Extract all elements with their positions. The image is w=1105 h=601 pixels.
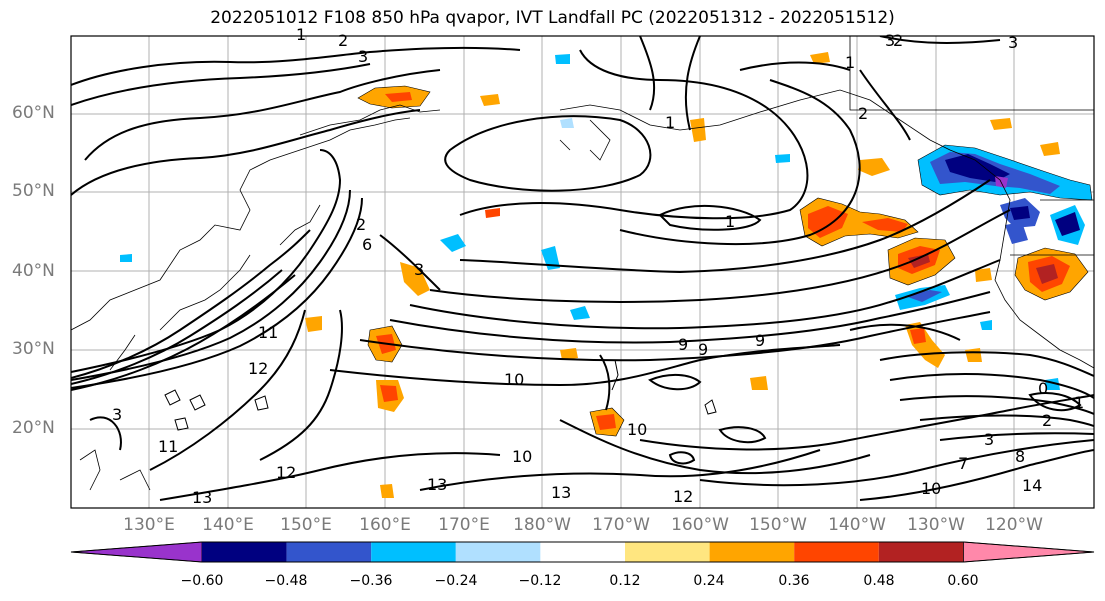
colorbar-bin xyxy=(540,542,625,562)
colorbar-tick: 0.48 xyxy=(863,573,895,589)
contour-label: 11 xyxy=(158,437,178,456)
contour-label: 3 xyxy=(1008,33,1018,52)
contour-label: 13 xyxy=(192,488,212,507)
contour-label: 12 xyxy=(248,359,268,378)
contour-label: 3 xyxy=(984,430,994,449)
contour-label: 10 xyxy=(504,370,524,389)
contour-label: 8 xyxy=(1015,447,1025,466)
colorbar-tick: −0.60 xyxy=(180,573,224,589)
fine-contour-details xyxy=(164,359,717,431)
coastlines xyxy=(71,36,1094,491)
contour-label: 2 xyxy=(356,215,366,234)
contour-label: 3 xyxy=(414,260,424,279)
contour-label: 9 xyxy=(698,340,708,359)
contour-label: 3 xyxy=(112,405,122,424)
contour-label: 10 xyxy=(512,447,532,466)
contour-label: 7 xyxy=(958,454,968,473)
contour-label: 3 xyxy=(358,47,368,66)
contour-label: 1 xyxy=(1074,393,1084,412)
contour-label: 6 xyxy=(362,235,372,254)
contour-label: 13 xyxy=(427,475,447,494)
contour-label: 13 xyxy=(551,483,571,502)
map-title: 2022051012 F108 850 hPa qvapor, IVT Land… xyxy=(210,8,895,28)
contour-label: 2 xyxy=(338,31,348,50)
lon-label-170e: 170°E xyxy=(438,515,490,535)
lon-label-130w: 130°W xyxy=(907,515,965,535)
lon-label-140e: 140°E xyxy=(202,515,254,535)
lon-label-170w: 170°W xyxy=(592,515,650,535)
lat-label-40n: 40°N xyxy=(12,261,55,281)
colorbar-bin xyxy=(625,542,710,562)
contour-label: 10 xyxy=(627,420,647,439)
colorbar-tick: −0.12 xyxy=(518,573,562,589)
colorbar-tick: 0.36 xyxy=(778,573,810,589)
colorbar-bin xyxy=(286,542,372,562)
contour-label: 2 xyxy=(858,104,868,123)
contour-label: 3 xyxy=(885,31,895,50)
colorbar-extend-low xyxy=(70,541,203,563)
anomaly-outlines xyxy=(357,85,1093,437)
contour-label: 9 xyxy=(678,335,688,354)
lon-label-120w: 120°W xyxy=(985,515,1043,535)
lat-label-50n: 50°N xyxy=(12,181,55,201)
contour-label: 1 xyxy=(845,53,855,72)
colorbar-bin xyxy=(455,542,541,562)
contour-label: 1 xyxy=(296,25,306,44)
lat-label-60n: 60°N xyxy=(12,103,55,123)
colorbar-tick: 0.12 xyxy=(609,573,641,589)
colorbar-tick: 0.24 xyxy=(693,573,725,589)
lat-label-30n: 30°N xyxy=(12,339,55,359)
colorbar-extend-high xyxy=(963,541,1095,563)
contour-label: 1 xyxy=(725,212,735,231)
lat-label-20n: 20°N xyxy=(12,418,55,438)
contour-label: 11 xyxy=(258,323,278,342)
colorbar-bin xyxy=(202,542,287,562)
lon-label-160e: 160°E xyxy=(359,515,411,535)
contour-label: 14 xyxy=(1022,476,1042,495)
contour-label: 2 xyxy=(1042,411,1052,430)
contour-label: 12 xyxy=(276,463,296,482)
colorbar-frame xyxy=(70,541,1095,563)
lon-label-150w: 150°W xyxy=(749,515,807,535)
lon-label-150e: 150°E xyxy=(280,515,332,535)
colorbar-tick: −0.24 xyxy=(434,573,478,589)
colorbar-bin xyxy=(709,542,795,562)
ivt-contours xyxy=(71,36,1094,501)
lon-label-130e: 130°E xyxy=(123,515,175,535)
colorbar-tick: −0.48 xyxy=(264,573,308,589)
contour-label: 1 xyxy=(665,113,675,132)
map-plot-area xyxy=(71,36,1094,508)
lon-label-140w: 140°W xyxy=(828,515,886,535)
colorbar-tick: 0.60 xyxy=(947,573,979,589)
colorbar-bin xyxy=(794,542,879,562)
contour-label: 9 xyxy=(755,331,765,350)
contour-label: 10 xyxy=(921,479,941,498)
colorbar-tick: −0.36 xyxy=(349,573,393,589)
contour-label: 12 xyxy=(673,487,693,506)
colorbar-bin xyxy=(371,542,456,562)
positive-anomaly-shading xyxy=(305,52,1088,498)
lon-label-160w: 160°W xyxy=(671,515,729,535)
colorbar xyxy=(70,541,1095,563)
colorbar-bin xyxy=(878,542,964,562)
contour-label: 2 xyxy=(893,31,903,50)
lon-label-180w: 180°W xyxy=(513,515,571,535)
map-frame xyxy=(70,35,1095,509)
contour-label: 0 xyxy=(1038,379,1048,398)
negative-anomaly-shading xyxy=(120,54,1092,390)
